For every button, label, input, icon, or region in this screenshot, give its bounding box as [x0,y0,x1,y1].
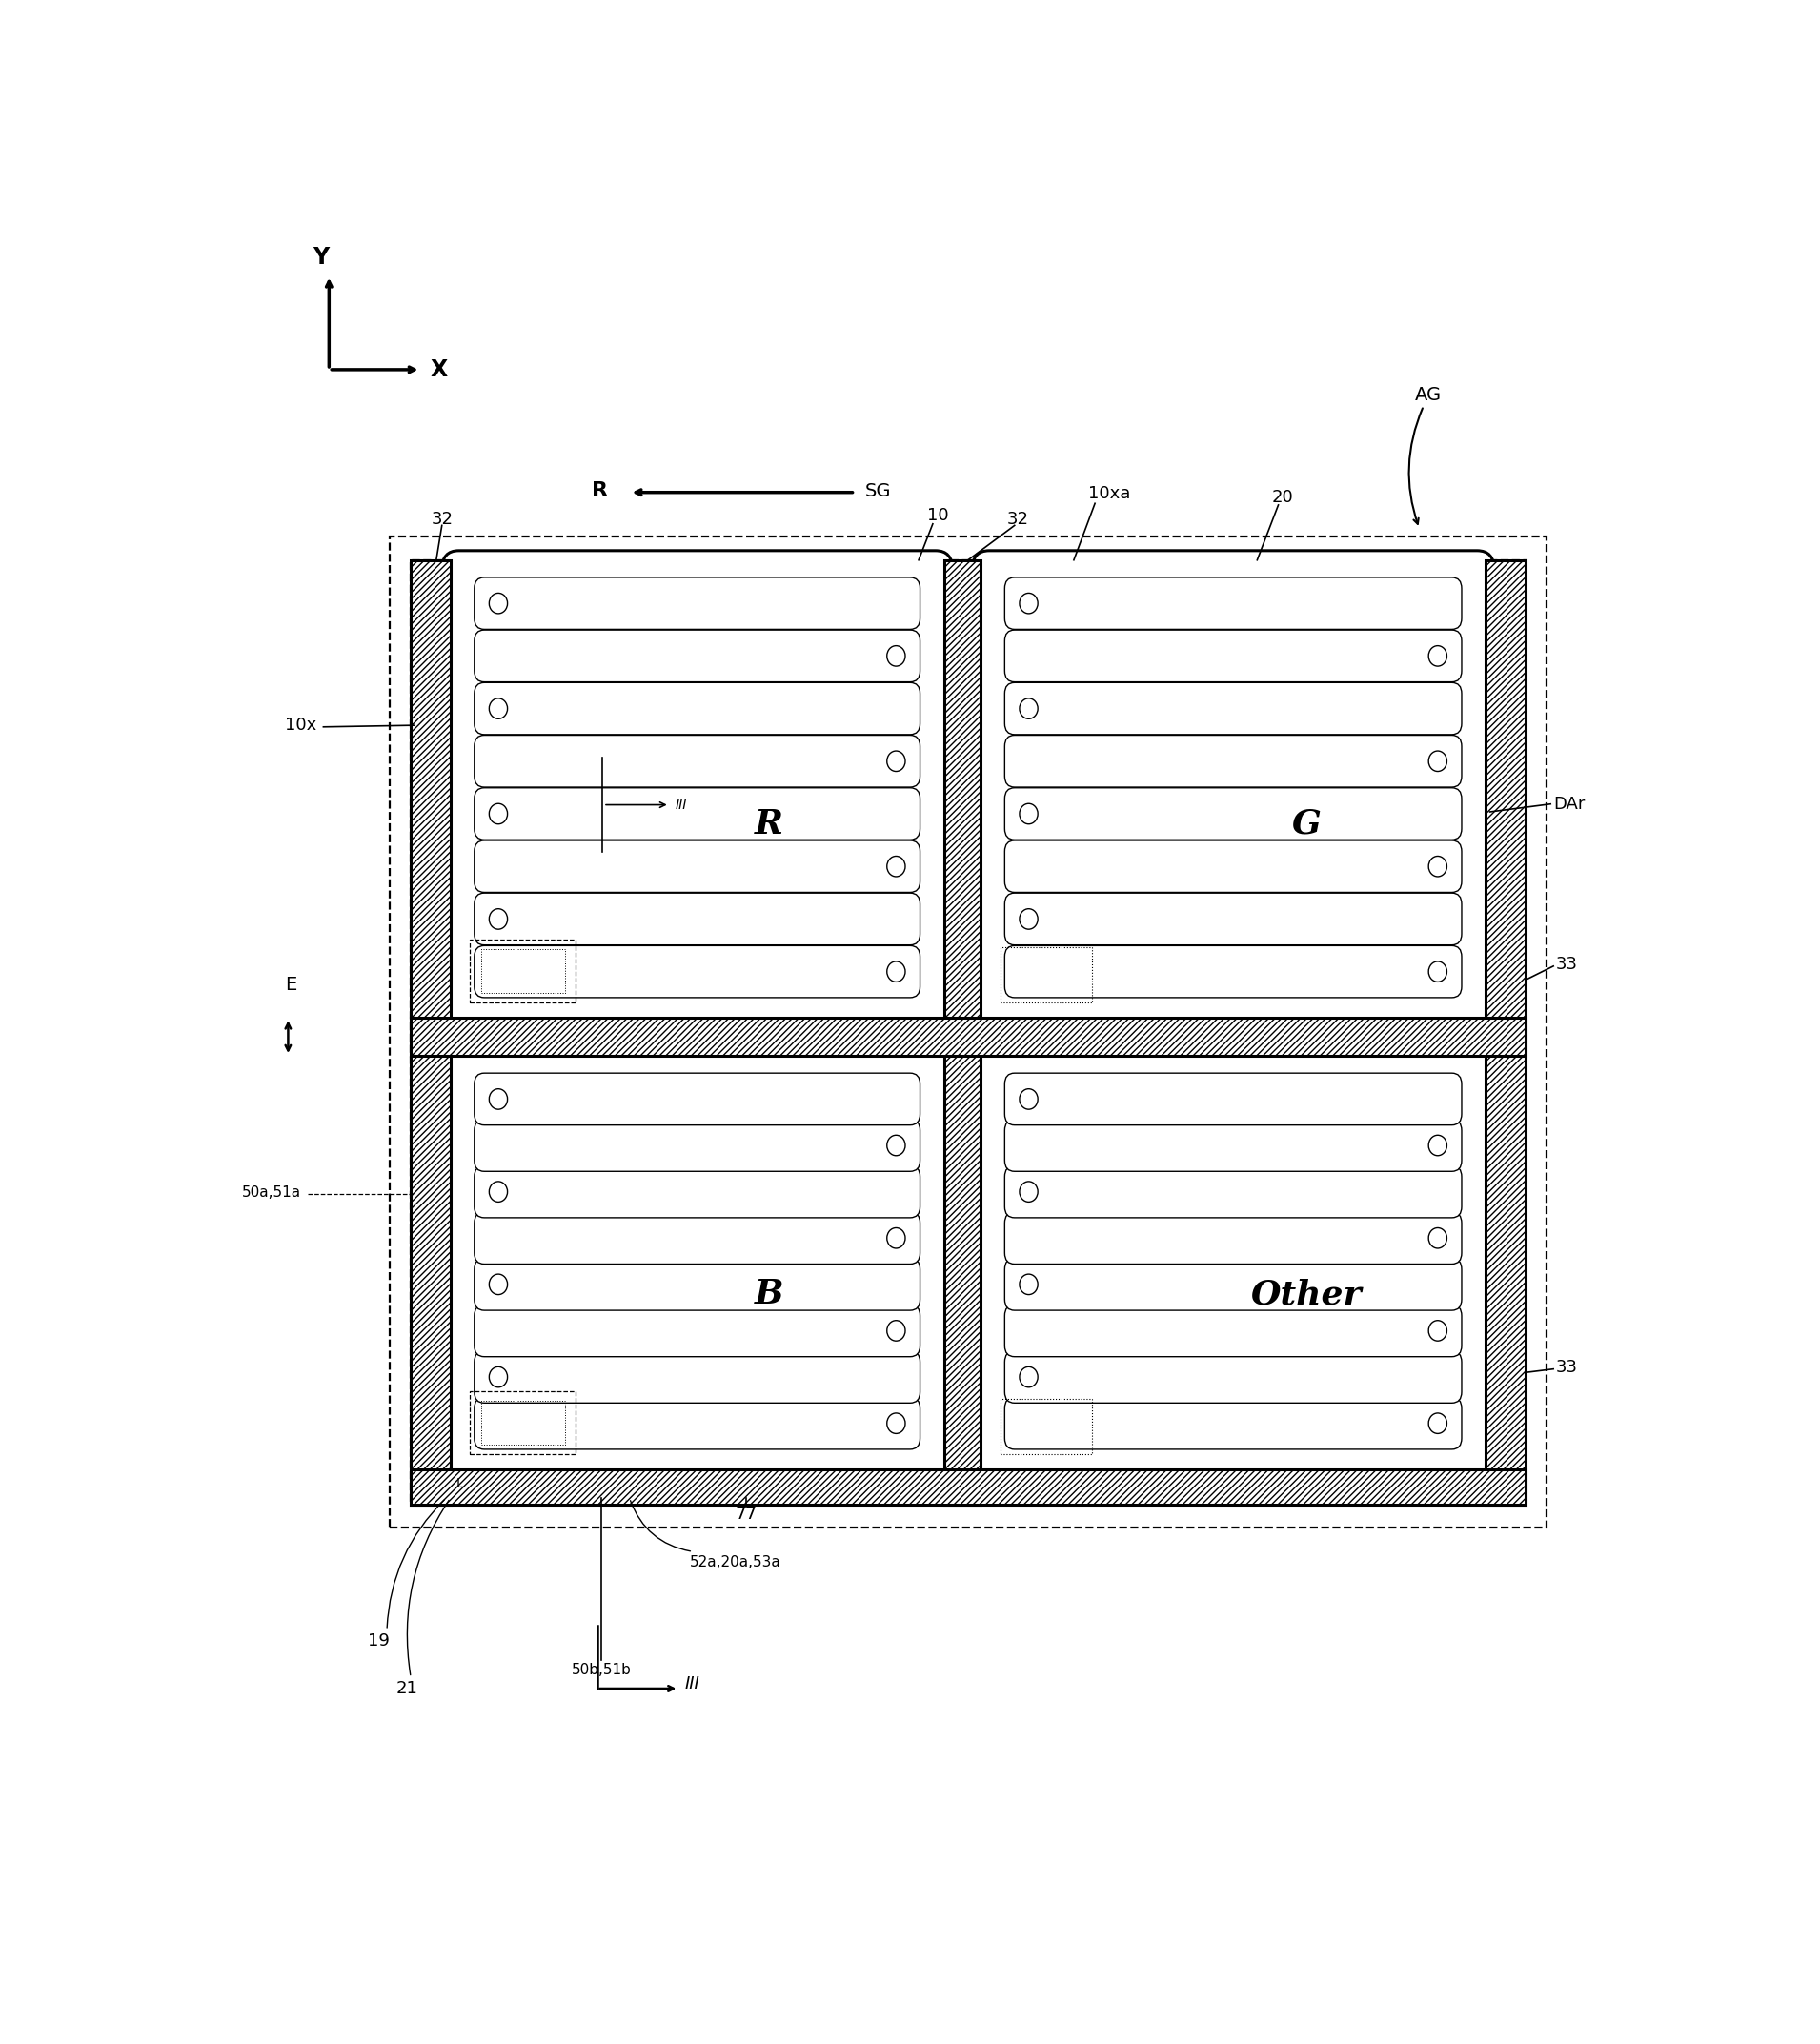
FancyBboxPatch shape [475,683,921,734]
Text: B: B [753,1278,783,1310]
FancyBboxPatch shape [1005,576,1461,630]
FancyBboxPatch shape [1005,840,1461,893]
FancyBboxPatch shape [475,576,921,630]
Bar [945,560,981,1504]
Text: L: L [457,1476,464,1490]
FancyBboxPatch shape [1005,946,1461,997]
Bar [411,1470,1525,1504]
FancyBboxPatch shape [1005,1351,1461,1402]
Text: III: III [675,797,686,811]
Text: R: R [755,807,783,840]
Text: 33: 33 [1556,1359,1578,1376]
Text: Other: Other [1250,1278,1361,1310]
Bar [1001,946,1092,1002]
Text: 32: 32 [1006,511,1028,527]
FancyBboxPatch shape [475,787,921,840]
FancyBboxPatch shape [1005,736,1461,787]
FancyBboxPatch shape [475,946,921,997]
FancyBboxPatch shape [1005,1398,1461,1449]
Bar [480,1400,564,1445]
Text: 77: 77 [735,1504,757,1523]
Bar [480,948,564,993]
Bar [411,1018,1525,1057]
Text: 10xa: 10xa [1088,484,1130,503]
Bar [389,536,1547,1529]
FancyBboxPatch shape [475,1120,921,1171]
Bar [411,560,1525,1504]
Bar [470,1392,575,1453]
Text: III: III [684,1676,699,1692]
Text: AG: AG [1416,386,1441,405]
Text: 52a,20a,53a: 52a,20a,53a [690,1555,781,1570]
Text: 21: 21 [395,1680,417,1697]
FancyBboxPatch shape [475,840,921,893]
Text: Y: Y [313,245,329,270]
FancyBboxPatch shape [475,1351,921,1402]
Text: 19: 19 [368,1633,389,1650]
FancyBboxPatch shape [475,1398,921,1449]
FancyBboxPatch shape [1005,1165,1461,1218]
Text: 32: 32 [431,511,453,527]
Text: 50a,51a: 50a,51a [242,1186,300,1200]
FancyBboxPatch shape [1005,1120,1461,1171]
FancyBboxPatch shape [475,1304,921,1357]
FancyBboxPatch shape [972,1047,1494,1480]
Bar [470,940,575,1002]
FancyBboxPatch shape [475,1259,921,1310]
Text: 20: 20 [1272,489,1294,505]
FancyBboxPatch shape [1005,787,1461,840]
FancyBboxPatch shape [475,1073,921,1124]
Text: G: G [1292,807,1321,840]
FancyBboxPatch shape [475,736,921,787]
Text: DAr: DAr [1554,795,1585,814]
FancyBboxPatch shape [1005,683,1461,734]
FancyBboxPatch shape [972,550,1494,1028]
FancyBboxPatch shape [442,1047,952,1480]
Text: 10: 10 [928,507,950,525]
Text: X: X [431,358,448,380]
Bar [1001,1398,1092,1453]
Text: SG: SG [864,482,892,501]
FancyBboxPatch shape [1005,893,1461,944]
FancyBboxPatch shape [1005,1259,1461,1310]
FancyBboxPatch shape [1005,1073,1461,1124]
Text: 50b,51b: 50b,51b [571,1662,632,1676]
FancyBboxPatch shape [475,1212,921,1263]
Text: 33: 33 [1556,957,1578,973]
Text: 10x: 10x [284,717,317,734]
FancyBboxPatch shape [442,550,952,1028]
Text: E: E [286,975,297,993]
FancyBboxPatch shape [1005,630,1461,683]
FancyBboxPatch shape [1005,1304,1461,1357]
FancyBboxPatch shape [475,630,921,683]
Text: R: R [592,480,608,501]
FancyBboxPatch shape [475,1165,921,1218]
Bar [411,560,450,1504]
FancyBboxPatch shape [1005,1212,1461,1263]
Bar [1485,560,1525,1504]
FancyBboxPatch shape [475,893,921,944]
